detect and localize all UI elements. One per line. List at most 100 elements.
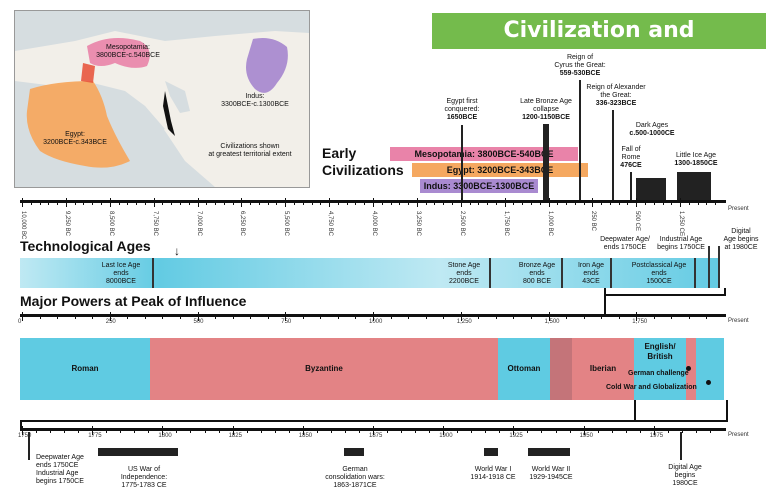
- top-axis-tick: [285, 198, 287, 207]
- powers-axis-minor-tick: [530, 314, 532, 319]
- bottom-axis-minor-tick: [330, 428, 332, 433]
- bottom-axis-minor-tick: [148, 428, 150, 433]
- powers-axis-present: Present: [728, 318, 749, 324]
- top-axis-minor-tick: [539, 200, 541, 205]
- bottom-axis-minor-tick: [709, 428, 711, 433]
- top-axis-tick-label: 4,750 BC: [327, 211, 334, 237]
- event-egypt-line2: conquered:: [444, 106, 480, 113]
- german-wars-line1: German: [342, 466, 368, 473]
- cyrus-marker: [579, 80, 581, 200]
- powers-axis-minor-tick: [495, 314, 497, 319]
- top-axis-minor-tick: [294, 200, 296, 205]
- powers-axis-minor-tick: [601, 314, 603, 319]
- top-axis-tick: [241, 198, 243, 207]
- powers-axis-minor-tick: [39, 314, 41, 319]
- event-bronze-line3: 1200-1150BCE: [522, 114, 570, 121]
- top-axis-minor-tick: [451, 200, 453, 205]
- tech-seg-iron-line2: ends: [583, 270, 599, 277]
- tech-deepwater-line2: ends 1750CE: [603, 244, 647, 251]
- ww1-line2: 1914-1918 CE: [470, 474, 516, 481]
- bottom-axis-tick: [513, 426, 515, 435]
- tech-seg-bronze-line3: 800 BCE: [522, 278, 552, 285]
- top-axis-minor-tick: [74, 200, 76, 205]
- top-axis-tick: [22, 198, 23, 207]
- top-axis-tick: [548, 198, 550, 207]
- map-note-line1: Civilizations shown: [220, 143, 280, 150]
- dark-ages-block: [636, 178, 666, 200]
- event-dark-ages-line2: c.500-1000CE: [629, 130, 675, 137]
- power-byzantine: Byzantine: [150, 338, 498, 400]
- powers-axis-minor-tick: [513, 314, 515, 319]
- bottom-axis-minor-tick: [681, 428, 683, 433]
- bottom-axis-minor-tick: [260, 428, 262, 433]
- top-axis-minor-tick: [311, 200, 313, 205]
- bottom-axis-present: Present: [728, 432, 749, 438]
- bottom-axis-minor-tick: [429, 428, 431, 433]
- ww1-line1: World War I: [474, 466, 512, 473]
- bottom-axis-minor-tick: [541, 428, 543, 433]
- bottom-axis-minor-tick: [64, 428, 66, 433]
- top-axis-minor-tick: [530, 200, 532, 205]
- top-axis-tick-label: 1,000 BC: [546, 211, 553, 237]
- bottom-axis-minor-tick: [415, 428, 417, 433]
- top-axis-minor-tick: [609, 200, 611, 205]
- bronze-collapse-marker: [543, 124, 549, 200]
- bottom-axis-minor-tick: [457, 428, 459, 433]
- top-axis-minor-tick: [267, 200, 269, 205]
- powers-axis-minor-tick: [144, 314, 146, 319]
- bottom-axis-tick-label: 1950: [579, 433, 593, 439]
- tech-seg-iron-line3: 43CE: [582, 278, 600, 285]
- bottom-axis-minor-tick: [204, 428, 206, 433]
- powers-axis-minor-tick: [320, 314, 322, 319]
- bottom-axis-minor-tick: [625, 428, 627, 433]
- top-axis-minor-tick: [118, 200, 120, 205]
- tech-deepwater-line1: Deepwater Age/: [600, 236, 650, 243]
- powers-axis-tick: [548, 312, 550, 321]
- bottom-axis-tick-label: 1850: [298, 433, 313, 439]
- map-note-line2: at greatest territorial extent: [208, 151, 292, 158]
- pill-egypt: Egypt: 3200BCE-343BCE: [412, 163, 588, 177]
- bottom-axis-minor-tick: [555, 428, 557, 433]
- ww2-line1: World War II: [531, 466, 571, 473]
- german-wars-line2: consolidation wars:: [325, 474, 385, 481]
- top-axis-tick: [153, 198, 155, 207]
- ww1-block: [484, 448, 498, 456]
- top-axis-tick-label: 6,250 BC: [239, 211, 246, 237]
- powers-axis-minor-tick: [653, 314, 655, 319]
- cold-war-label: Cold War and Globalization: [606, 384, 697, 391]
- tech-bracket: [604, 288, 726, 296]
- top-axis-tick-label: 8,500 BC: [107, 211, 114, 237]
- powers-axis-tick-label: 750: [281, 319, 292, 325]
- powers-axis-minor-tick: [706, 314, 708, 319]
- top-axis-present: Present: [728, 206, 749, 212]
- top-axis-minor-tick: [355, 200, 357, 205]
- bottom-axis-minor-tick: [358, 428, 360, 433]
- indus-label: Indus:: [245, 93, 265, 100]
- top-axis-tick: [329, 198, 331, 207]
- egypt-region: [26, 81, 130, 168]
- bottom-axis-minor-tick: [639, 428, 641, 433]
- event-alexander-line1: Reign of Alexander: [586, 84, 646, 91]
- top-axis-minor-tick: [100, 200, 102, 205]
- top-axis-minor-tick: [653, 200, 655, 205]
- tech-seg-ice-line1: Last Ice Age: [101, 262, 141, 269]
- top-axis-minor-tick: [706, 200, 708, 205]
- top-axis-tick: [373, 198, 374, 207]
- top-axis-minor-tick: [215, 200, 217, 205]
- bottom-axis-tick-label: 1750: [18, 433, 32, 439]
- top-axis-minor-tick: [206, 200, 208, 205]
- bottom-axis-minor-tick: [78, 428, 80, 433]
- top-axis-tick: [680, 198, 682, 207]
- tech-digital-line1: Digital: [731, 228, 751, 235]
- bottom-axis-minor-tick: [499, 428, 501, 433]
- bottom-industrial-line2: begins 1750CE: [36, 478, 84, 485]
- bottom-axis-tick-label: 1975: [649, 433, 664, 439]
- german-wars-line3: 1863-1871CE: [333, 482, 377, 489]
- top-axis-tick: [636, 198, 638, 207]
- top-axis-minor-tick: [390, 200, 392, 205]
- tech-seg-post-line1: Postclassical Age: [631, 262, 687, 269]
- top-axis-tick-label: 500 CE: [634, 211, 641, 232]
- little-ice-age-block: [677, 172, 711, 200]
- top-axis-tick: [592, 198, 594, 207]
- powers-bracket: [634, 400, 728, 422]
